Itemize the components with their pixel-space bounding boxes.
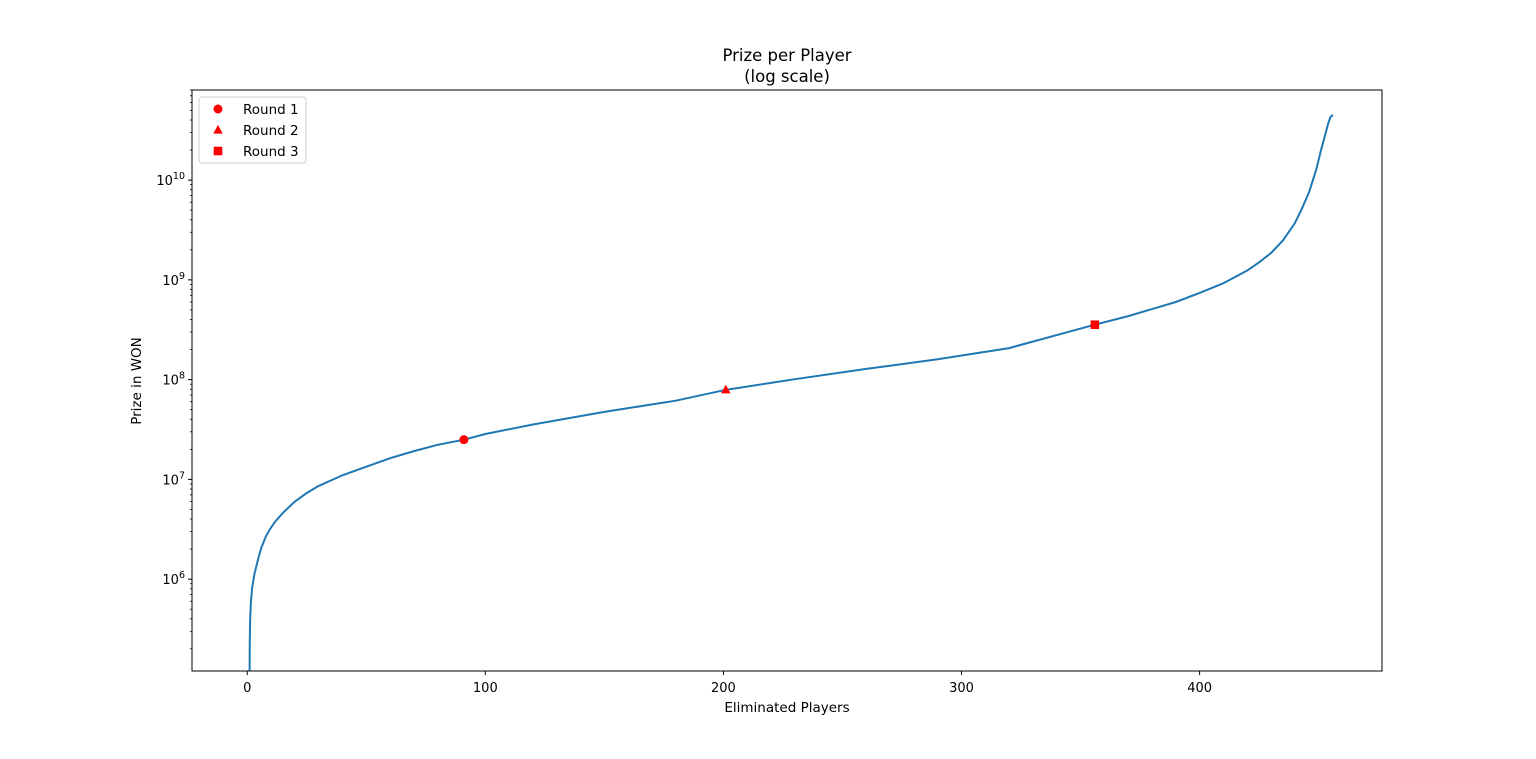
y-tick-label: 1010 (156, 171, 185, 189)
chart-title: Prize per Player (722, 46, 851, 65)
chart-subtitle: (log scale) (744, 67, 830, 86)
marker-round-2 (721, 384, 731, 394)
y-axis-label: Prize in WON (129, 337, 145, 425)
legend: Round 1 Round 2 Round 3 (198, 96, 307, 164)
x-tick-label: 100 (473, 681, 498, 696)
legend-label: Round 3 (243, 144, 299, 160)
legend-box (198, 96, 307, 164)
x-tick-label: 200 (711, 681, 736, 696)
x-tick-label: 0 (243, 681, 251, 696)
plot-area: 0 100 200 300 400 106 107 108 109 1010 (156, 89, 1383, 696)
x-tick-label: 400 (1187, 681, 1212, 696)
y-tick-label: 107 (162, 470, 185, 488)
series-line (248, 114, 1334, 671)
legend-marker-round-2 (213, 124, 223, 134)
y-tick-label: 109 (162, 271, 185, 289)
marker-round-1 (459, 435, 469, 445)
marker-round-3 (1090, 320, 1100, 329)
plot-frame (191, 89, 1383, 672)
y-tick-label: 106 (162, 570, 185, 588)
y-tick-label: 108 (162, 371, 185, 389)
legend-label: Round 2 (243, 123, 299, 139)
legend-marker-round-1 (213, 104, 223, 114)
x-tick-label: 300 (949, 681, 974, 696)
legend-label: Round 1 (243, 102, 299, 118)
x-axis-label: Eliminated Players (724, 700, 849, 716)
legend-marker-round-3 (213, 146, 223, 156)
